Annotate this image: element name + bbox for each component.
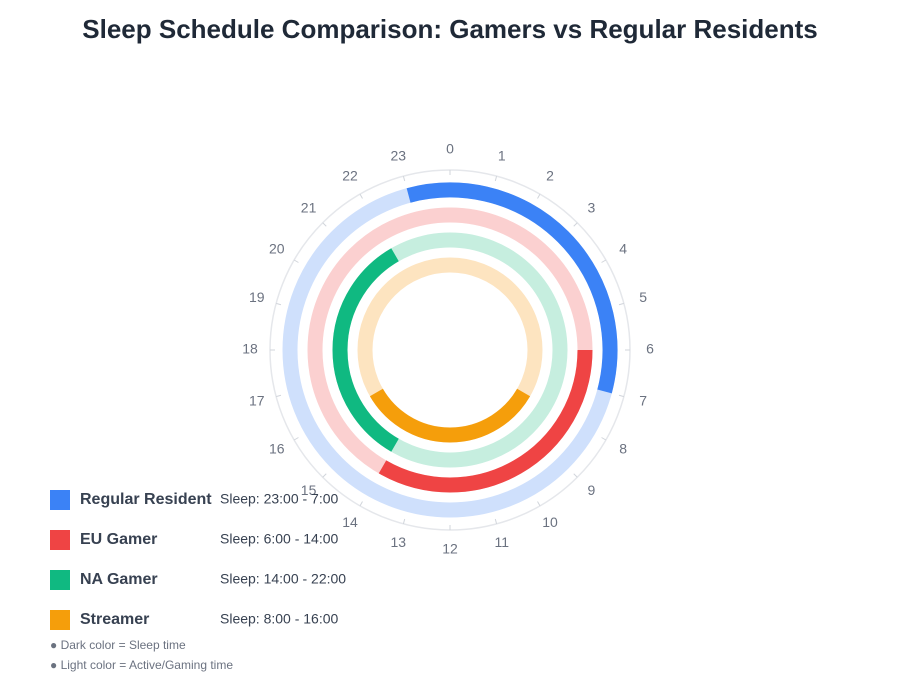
hour-label: 15 (301, 482, 317, 498)
hour-label: 9 (588, 482, 596, 498)
hour-label: 23 (390, 148, 406, 164)
tick-mark (293, 437, 299, 441)
tick-mark (359, 501, 363, 507)
hour-label: 8 (619, 441, 627, 457)
legend-name: Streamer (80, 611, 149, 628)
hour-label: 7 (639, 392, 647, 408)
legend-sleep: Sleep: 14:00 - 22:00 (220, 571, 346, 587)
hour-label: 0 (446, 141, 454, 157)
tick-mark (601, 259, 607, 263)
legend-name: Regular Resident (80, 491, 212, 508)
legend-name: EU Gamer (80, 531, 157, 548)
hour-label: 21 (301, 199, 317, 215)
hour-label: 3 (588, 199, 596, 215)
chart-title: Sleep Schedule Comparison: Gamers vs Reg… (82, 14, 817, 44)
tick-mark (618, 394, 624, 398)
tick-mark (322, 222, 327, 227)
tick-mark (276, 302, 282, 306)
tick-mark (573, 473, 578, 478)
tick-mark (537, 193, 541, 199)
tick-mark (293, 259, 299, 263)
hour-label: 18 (242, 341, 258, 357)
legend-name: NA Gamer (80, 571, 158, 588)
sleep-arc (406, 182, 618, 394)
legend-swatch (50, 570, 70, 590)
hour-label: 16 (269, 441, 285, 457)
legend-sleep: Sleep: 6:00 - 14:00 (220, 531, 339, 547)
hour-label: 1 (498, 148, 506, 164)
hour-label: 19 (249, 289, 265, 305)
sleep-arc (332, 248, 399, 452)
tick-mark (494, 176, 498, 182)
tick-mark (402, 518, 406, 524)
hour-label: 6 (646, 341, 654, 357)
hour-label: 4 (619, 241, 627, 257)
legend-swatch (50, 610, 70, 630)
tick-mark (618, 302, 624, 306)
hour-label: 14 (342, 514, 358, 530)
hour-label: 20 (269, 241, 285, 257)
tick-mark (276, 394, 282, 398)
tick-mark (494, 518, 498, 524)
hour-label: 5 (639, 289, 647, 305)
hour-label: 22 (342, 167, 358, 183)
tick-mark (537, 501, 541, 507)
note: ● Light color = Active/Gaming time (50, 658, 233, 672)
legend-swatch (50, 490, 70, 510)
hour-label: 17 (249, 392, 265, 408)
note: ● Dark color = Sleep time (50, 638, 186, 652)
hour-label: 10 (542, 514, 558, 530)
tick-mark (573, 222, 578, 227)
hour-label: 11 (494, 534, 509, 550)
legend-swatch (50, 530, 70, 550)
tick-mark (601, 437, 607, 441)
hour-label: 13 (390, 534, 406, 550)
tick-mark (402, 176, 406, 182)
hour-label: 2 (546, 167, 554, 183)
tick-mark (322, 473, 327, 478)
sleep-arc (369, 388, 531, 443)
tick-mark (359, 193, 363, 199)
legend-sleep: Sleep: 23:00 - 7:00 (220, 491, 339, 507)
legend-sleep: Sleep: 8:00 - 16:00 (220, 611, 339, 627)
hour-label: 12 (442, 541, 458, 557)
sleep-arc (378, 349, 593, 493)
